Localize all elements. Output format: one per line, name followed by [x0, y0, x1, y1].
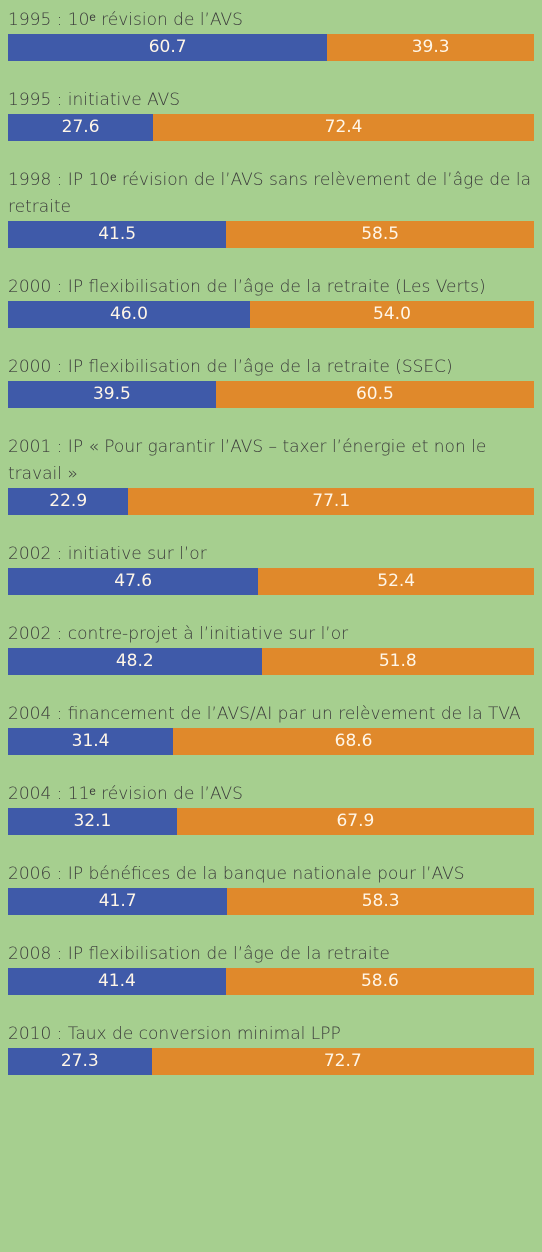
stacked-bar: 46.0 54.0: [8, 301, 534, 328]
stacked-bar: 60.7 39.3: [8, 34, 534, 61]
stacked-bar: 27.6 72.4: [8, 114, 534, 141]
value-label: 68.6: [334, 731, 373, 751]
value-label: 67.9: [336, 811, 375, 831]
value-label: 46.0: [110, 304, 148, 324]
value-label: 27.6: [61, 117, 100, 137]
vote-title: 2004 : financement de l’AVS/AI par un re…: [8, 704, 521, 724]
vote-title: 1995 : initiative AVS: [8, 90, 181, 110]
vote-title: 1995 : 10ᵉ révision de l’AVS: [8, 10, 243, 30]
bar-segment: [8, 114, 154, 141]
bar-segment: [8, 301, 250, 328]
value-label: 58.6: [360, 971, 399, 991]
bar-segment: [173, 728, 534, 755]
bar-segment: [327, 34, 534, 61]
stacked-bar: 32.1 67.9: [8, 808, 534, 835]
bar-segment: [261, 648, 534, 675]
vote-item: 1995 : initiative AVS 27.6 72.4: [0, 87, 542, 141]
stacked-bar: 27.3 72.7: [8, 1048, 534, 1075]
bar-segment: [8, 808, 177, 835]
bar-segment: [226, 221, 534, 248]
bar-segment: [8, 728, 174, 755]
value-label: 27.3: [60, 1051, 99, 1071]
vote-title: 1998 : IP 10ᵉ révision de l’AVS sans rel…: [8, 170, 531, 217]
bar-segment: [225, 968, 534, 995]
value-label: 41.5: [98, 224, 137, 244]
stacked-bar: 41.5 58.5: [8, 221, 534, 248]
value-label: 72.7: [323, 1051, 362, 1071]
vote-title: 2000 : IP flexibilisation de l’âge de la…: [8, 357, 453, 377]
stacked-bar: 41.4 58.6: [8, 968, 534, 995]
vote-title: 2006 : IP bénéfices de la banque nationa…: [8, 864, 465, 884]
value-label: 22.9: [49, 491, 88, 511]
bar-segment: [8, 1048, 152, 1075]
value-label: 51.8: [378, 651, 417, 671]
value-label: 47.6: [114, 571, 153, 591]
vote-title: 2002 : initiative sur l’or: [8, 544, 207, 564]
value-label: 41.4: [97, 971, 136, 991]
bar-segment: [258, 568, 534, 595]
value-label: 60.7: [148, 37, 187, 57]
bar-segment: [8, 221, 227, 248]
bar-segment: [151, 1048, 534, 1075]
vote-title: 2008 : IP flexibilisation de l’âge de la…: [8, 944, 390, 964]
vote-item: 2008 : IP flexibilisation de l’âge de la…: [0, 941, 542, 995]
vote-item: 2002 : initiative sur l’or 47.6 52.4: [0, 541, 542, 595]
stacked-bar: 41.7 58.3: [8, 888, 534, 915]
bar-segment: [8, 968, 226, 995]
value-label: 32.1: [73, 811, 112, 831]
stacked-bar: 22.9 77.1: [8, 488, 534, 515]
value-label: 39.3: [411, 37, 450, 57]
bar-segment: [249, 301, 534, 328]
value-label: 31.4: [71, 731, 110, 751]
vote-item: 2002 : contre-projet à l’initiative sur …: [0, 621, 542, 675]
vote-title: 2000 : IP flexibilisation de l’âge de la…: [8, 277, 486, 297]
vote-item: 2001 : IP « Pour garantir l’AVS – taxer …: [0, 434, 542, 515]
bar-segment: [128, 488, 534, 515]
bar-segment: [8, 381, 216, 408]
vote-title: 2001 : IP « Pour garantir l’AVS – taxer …: [8, 437, 487, 484]
vote-item: 2000 : IP flexibilisation de l’âge de la…: [0, 354, 542, 408]
stacked-bar: 31.4 68.6: [8, 728, 534, 755]
value-label: 54.0: [373, 304, 411, 324]
bar-segment: [8, 488, 129, 515]
value-label: 39.5: [92, 384, 131, 404]
value-label: 60.5: [355, 384, 394, 404]
vote-item: 1995 : 10ᵉ révision de l’AVS 60.7 39.3: [0, 7, 542, 61]
bar-segment: [153, 114, 534, 141]
vote-item: 1998 : IP 10ᵉ révision de l’AVS sans rel…: [0, 167, 542, 248]
bar-segment: [8, 888, 228, 915]
value-label: 77.1: [312, 491, 351, 511]
bar-segment: [8, 34, 328, 61]
bar-segment: [8, 568, 259, 595]
vote-item: 2004 : 11ᵉ révision de l’AVS 32.1 67.9: [0, 781, 542, 835]
value-label: 58.5: [361, 224, 400, 244]
value-label: 41.7: [98, 891, 137, 911]
vote-item: 2004 : financement de l’AVS/AI par un re…: [0, 701, 542, 755]
stacked-bar: 48.2 51.8: [8, 648, 534, 675]
value-label: 48.2: [115, 651, 154, 671]
vote-title: 2004 : 11ᵉ révision de l’AVS: [8, 784, 243, 804]
stacked-bar: 47.6 52.4: [8, 568, 534, 595]
vote-item: 2010 : Taux de conversion minimal LPP 27.…: [0, 1021, 542, 1075]
vote-title: 2002 : contre-projet à l’initiative sur …: [8, 624, 349, 644]
value-label: 58.3: [361, 891, 400, 911]
bar-segment: [176, 808, 534, 835]
bar-segment: [227, 888, 534, 915]
bar-segment: [8, 648, 262, 675]
vote-item: 2000 : IP flexibilisation de l’âge de la…: [0, 274, 542, 328]
bar-segment: [215, 381, 534, 408]
vote-title: 2010 : Taux de conversion minimal LPP: [8, 1024, 341, 1044]
stacked-bar: 39.5 60.5: [8, 381, 534, 408]
value-label: 52.4: [377, 571, 416, 591]
vote-item: 2006 : IP bénéfices de la banque nationa…: [0, 861, 542, 915]
value-label: 72.4: [324, 117, 363, 137]
